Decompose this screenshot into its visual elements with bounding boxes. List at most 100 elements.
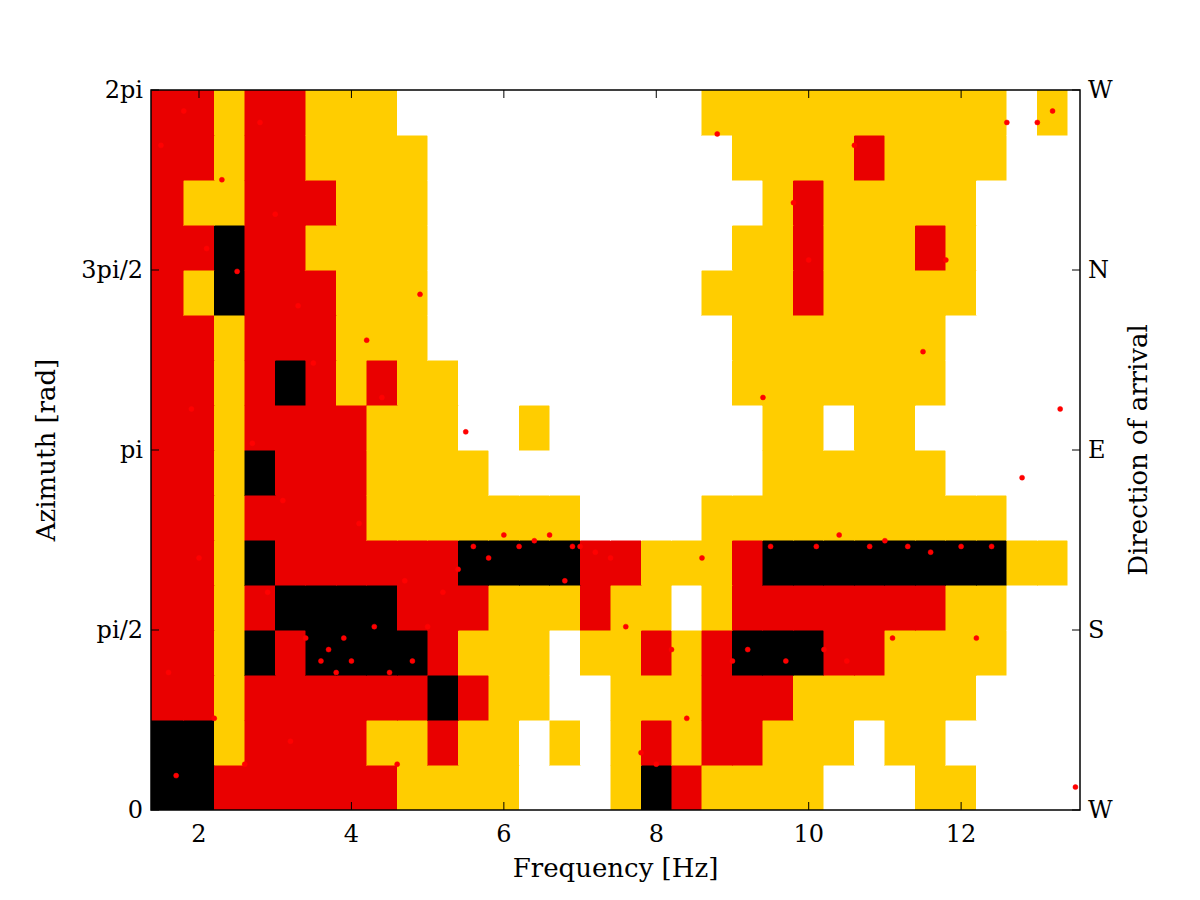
heatmap-cell	[275, 405, 305, 450]
heatmap-cell	[946, 450, 976, 495]
heatmap-cell	[1037, 405, 1067, 450]
heatmap-cell	[397, 315, 427, 360]
heatmap-cell	[824, 540, 854, 585]
heatmap-cell	[793, 720, 823, 765]
scatter-point	[219, 177, 224, 182]
scatter-point	[806, 257, 811, 262]
heatmap-cell	[611, 675, 641, 720]
y2-tick-label: S	[1088, 616, 1104, 644]
heatmap-cell	[336, 90, 366, 135]
scatter-point	[158, 143, 163, 148]
heatmap-cell	[580, 405, 610, 450]
heatmap-cell	[732, 225, 762, 270]
y2-tick-label: N	[1088, 256, 1109, 284]
heatmap-cell	[151, 765, 184, 810]
y-tick	[151, 630, 159, 631]
heatmap-cell	[611, 225, 641, 270]
heatmap-cell	[245, 720, 275, 765]
scatter-point	[699, 555, 704, 560]
heatmap-cell	[306, 270, 336, 315]
heatmap-cell	[458, 225, 488, 270]
heatmap-cell	[214, 630, 244, 675]
scatter-point	[639, 750, 644, 755]
heatmap-cell	[702, 765, 732, 810]
axes: 246810120pi/2pi3pi/22piWSENW	[81, 76, 1113, 848]
heatmap-cell	[580, 315, 610, 360]
heatmap-cell	[151, 90, 184, 135]
heatmap-cell	[976, 765, 1006, 810]
heatmap-cell	[672, 540, 702, 585]
heatmap-cell	[611, 765, 641, 810]
heatmap-cell	[763, 585, 793, 630]
heatmap-cell	[458, 450, 488, 495]
heatmap-cell	[428, 720, 458, 765]
heatmap-cell	[672, 180, 702, 225]
heatmap-cell	[519, 585, 549, 630]
heatmap-cell	[672, 315, 702, 360]
heatmap-cell	[489, 180, 519, 225]
heatmap-cell	[489, 450, 519, 495]
x-tick-label: 8	[649, 820, 664, 848]
heatmap-cell	[732, 675, 762, 720]
scatter-point	[943, 257, 948, 262]
heatmap-cell	[793, 315, 823, 360]
heatmap-cell	[397, 765, 427, 810]
heatmap-cell	[550, 90, 580, 135]
heatmap-cell	[245, 675, 275, 720]
x-tick	[199, 802, 200, 810]
heatmap-cell	[915, 180, 945, 225]
heatmap-cell	[763, 135, 793, 180]
heatmap-cell	[245, 765, 275, 810]
heatmap-cell	[672, 630, 702, 675]
heatmap-cell	[641, 450, 671, 495]
heatmap-cell	[550, 405, 580, 450]
x-tick-label: 6	[496, 820, 511, 848]
heatmap-cell	[580, 270, 610, 315]
heatmap-cell	[367, 495, 397, 540]
heatmap-cell	[214, 540, 244, 585]
heatmap-cell	[672, 90, 702, 135]
heatmap-cell	[519, 270, 549, 315]
heatmap-cell	[306, 540, 336, 585]
heatmap-cell	[611, 495, 641, 540]
heatmap-cell	[915, 405, 945, 450]
x-tick-label: 2	[191, 820, 206, 848]
scatter-point	[745, 647, 750, 652]
scatter-point	[387, 670, 392, 675]
heatmap-cell	[946, 360, 976, 405]
heatmap-cell	[458, 765, 488, 810]
scatter-point	[410, 659, 415, 664]
scatter-point	[608, 555, 613, 560]
heatmap-cell	[885, 495, 915, 540]
heatmap-cell	[1068, 270, 1080, 315]
scatter-point	[235, 269, 240, 274]
heatmap-cell	[641, 675, 671, 720]
heatmap-cell	[732, 720, 762, 765]
heatmap-cell	[1037, 630, 1067, 675]
heatmap-cell	[611, 315, 641, 360]
y-tick	[151, 450, 159, 451]
heatmap-cell	[151, 405, 184, 450]
heatmap-cell	[732, 315, 762, 360]
heatmap-cell	[1068, 315, 1080, 360]
heatmap-cell	[915, 315, 945, 360]
heatmap-cell	[885, 405, 915, 450]
heatmap-cell	[184, 765, 214, 810]
heatmap-cell	[397, 495, 427, 540]
heatmap-cell	[489, 630, 519, 675]
heatmap-cell	[428, 90, 458, 135]
heatmap-cell	[458, 270, 488, 315]
heatmap-cell	[946, 225, 976, 270]
heatmap-cell	[1068, 675, 1080, 720]
heatmap-cell	[367, 720, 397, 765]
heatmap-cell	[976, 495, 1006, 540]
heatmap-cell	[367, 540, 397, 585]
heatmap-cell	[550, 315, 580, 360]
x-tick	[656, 802, 657, 810]
heatmap-cell	[824, 360, 854, 405]
heatmap-cell	[367, 180, 397, 225]
heatmap-cell	[336, 765, 366, 810]
heatmap-cell	[428, 405, 458, 450]
scatter-point	[357, 521, 362, 526]
heatmap-cell	[367, 360, 397, 405]
